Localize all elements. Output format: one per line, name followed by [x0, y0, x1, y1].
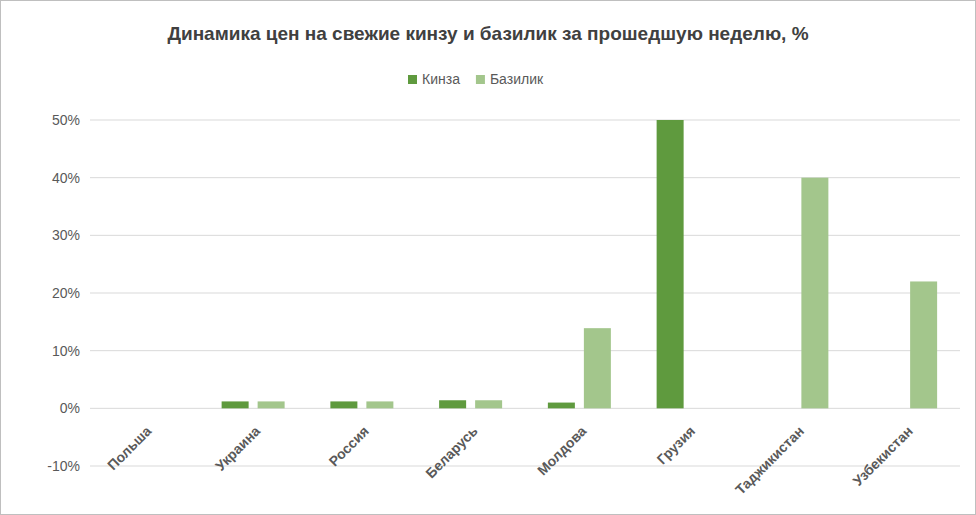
legend-swatch: [476, 75, 485, 84]
x-tick-label: Узбекистан: [850, 423, 916, 489]
y-tick-label: 30%: [52, 227, 80, 243]
x-tick-label: Беларусь: [422, 423, 481, 482]
x-tick-label: Украина: [212, 423, 263, 474]
y-tick-label: 0%: [60, 400, 80, 416]
bar: [765, 408, 792, 409]
grid-line: [90, 235, 960, 236]
y-tick-label: 50%: [52, 112, 80, 128]
bar: [366, 401, 393, 408]
bar: [258, 401, 285, 408]
legend: Кинза Базилик: [408, 71, 544, 87]
chart-border: [1, 1, 976, 515]
y-tick-label: -10%: [47, 458, 80, 474]
grid-line: [90, 293, 960, 294]
bar: [149, 408, 176, 409]
x-tick-label: Молдова: [534, 423, 590, 479]
bar: [548, 403, 575, 409]
bar: [693, 408, 720, 409]
y-tick-label: 10%: [52, 343, 80, 359]
x-tick-label: Польша: [104, 423, 155, 474]
grid-line: [90, 120, 960, 121]
bar: [801, 178, 828, 409]
bar: [222, 401, 249, 408]
x-tick-label: Россия: [326, 423, 372, 469]
bar: [330, 401, 357, 408]
legend-label: Кинза: [422, 71, 460, 87]
y-tick-label: 20%: [52, 285, 80, 301]
chart: Динамика цен на свежие кинзу и базилик з…: [0, 0, 976, 515]
legend-label: Базилик: [490, 71, 544, 87]
bar: [475, 400, 502, 408]
bar: [584, 328, 611, 408]
x-tick-label: Таджикистан: [732, 423, 807, 498]
title: Динамика цен на свежие кинзу и базилик з…: [167, 23, 808, 44]
grid-line: [90, 408, 960, 409]
bar: [874, 408, 901, 409]
y-tick-label: 40%: [52, 170, 80, 186]
bar: [113, 408, 140, 409]
bar: [657, 120, 684, 408]
bars: [222, 120, 938, 408]
bar: [910, 281, 937, 408]
legend-swatch: [408, 75, 417, 84]
grid-line: [90, 177, 960, 178]
bar: [439, 400, 466, 408]
x-tick-label: Грузия: [654, 423, 699, 468]
grid-line: [90, 350, 960, 351]
